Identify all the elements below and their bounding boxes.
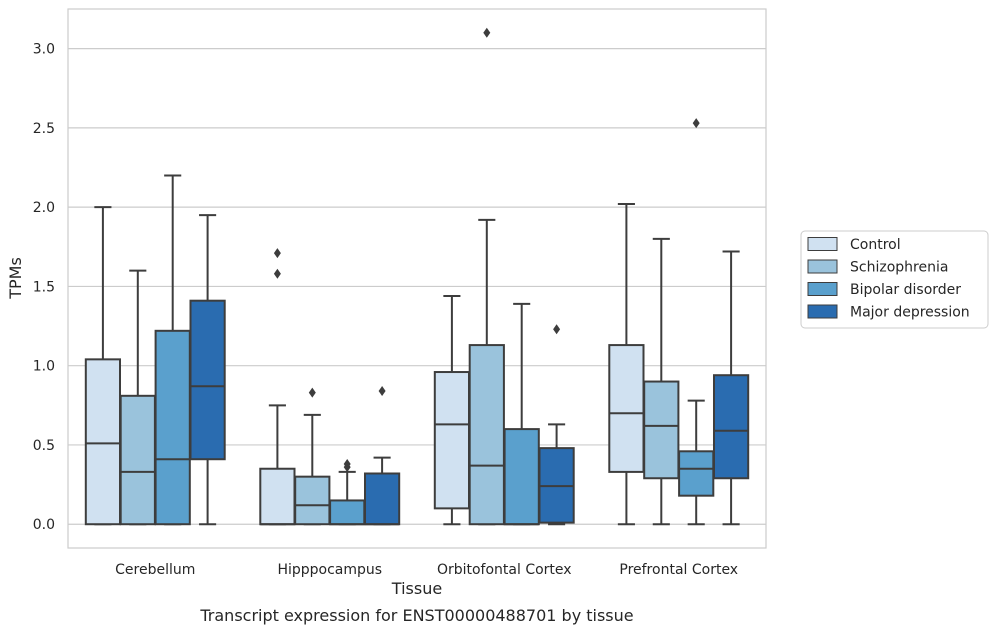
figure-caption: Transcript expression for ENST0000048870… <box>200 606 634 625</box>
outlier-point <box>308 387 316 398</box>
box-iqr <box>294 475 331 526</box>
y-tick-label: 2.0 <box>33 200 55 216</box>
plot-frame <box>67 8 767 549</box>
box-bipolar-disorder <box>503 302 540 526</box>
box-iqr <box>84 358 122 526</box>
box-control <box>259 248 296 526</box>
outlier-point <box>483 27 491 38</box>
outlier-point <box>343 458 351 469</box>
box-iqr <box>363 472 401 526</box>
outlier-point <box>553 324 561 335</box>
box-bipolar-disorder <box>678 118 715 526</box>
legend-label: Schizophrenia <box>850 260 948 276</box>
y-tick-label: 0.0 <box>33 517 55 533</box>
y-tick-label: 3.0 <box>33 42 55 58</box>
y-axis-label: TPMs <box>6 257 25 300</box>
outlier-point <box>692 118 700 129</box>
box-iqr <box>468 344 505 526</box>
x-tick-label: Hipppocampus <box>277 562 382 578</box>
box-iqr <box>259 467 296 526</box>
box-iqr <box>433 371 471 510</box>
y-ticks: 0.0 0.5 1.0 1.5 2.0 2.5 3.0 <box>33 42 55 534</box>
box-major-depression <box>189 214 226 526</box>
box-major-depression <box>712 250 750 526</box>
legend[interactable]: Control Schizophrenia Bipolar disorder Majo… <box>800 230 989 329</box>
box-major-depression <box>538 324 575 526</box>
legend-label: Control <box>850 237 901 253</box>
box-bipolar-disorder <box>154 174 191 526</box>
box-schizophrenia <box>643 237 680 526</box>
box-major-depression <box>363 386 401 526</box>
box-iqr <box>154 329 191 526</box>
box-iqr <box>189 299 226 461</box>
x-axis-label: Tissue <box>391 579 442 598</box>
legend-swatch <box>807 304 838 319</box>
y-tick-label: 2.5 <box>33 121 55 137</box>
box-control <box>84 206 122 526</box>
box-iqr <box>119 394 156 526</box>
y-tick-label: 1.5 <box>33 279 55 295</box>
outlier-point <box>378 386 386 397</box>
box-schizophrenia <box>294 387 331 526</box>
legend-swatch <box>807 282 838 296</box>
box-control <box>433 294 471 526</box>
outlier-point <box>273 268 281 279</box>
outlier-point <box>273 248 281 259</box>
legend-label: Major depression <box>850 305 970 321</box>
box-schizophrenia <box>119 269 156 526</box>
x-tick-label: Cerebellum <box>115 562 195 578</box>
x-category-labels: Cerebellum Hipppocampus Orbitofontal Corte… <box>115 562 738 578</box>
box-iqr <box>503 428 540 526</box>
box-control <box>608 202 645 526</box>
y-tick-label: 1.0 <box>33 359 55 375</box>
legend-frame <box>800 230 989 329</box>
box-iqr <box>678 450 715 497</box>
box-iqr <box>329 499 366 526</box>
legend-swatch <box>807 259 838 274</box>
legend-label: Bipolar disorder <box>850 282 961 298</box>
x-tick-label: Orbitofontal Cortex <box>437 562 572 578</box>
x-tick-label: Prefrontal Cortex <box>619 562 738 578</box>
boxes <box>84 27 750 526</box>
box-iqr <box>608 344 645 473</box>
box-iqr <box>643 380 680 480</box>
box-iqr <box>712 374 750 480</box>
box-schizophrenia <box>468 27 505 526</box>
box-bipolar-disorder <box>329 458 366 526</box>
legend-swatch <box>807 237 838 251</box>
y-tick-label: 0.5 <box>33 438 55 454</box>
